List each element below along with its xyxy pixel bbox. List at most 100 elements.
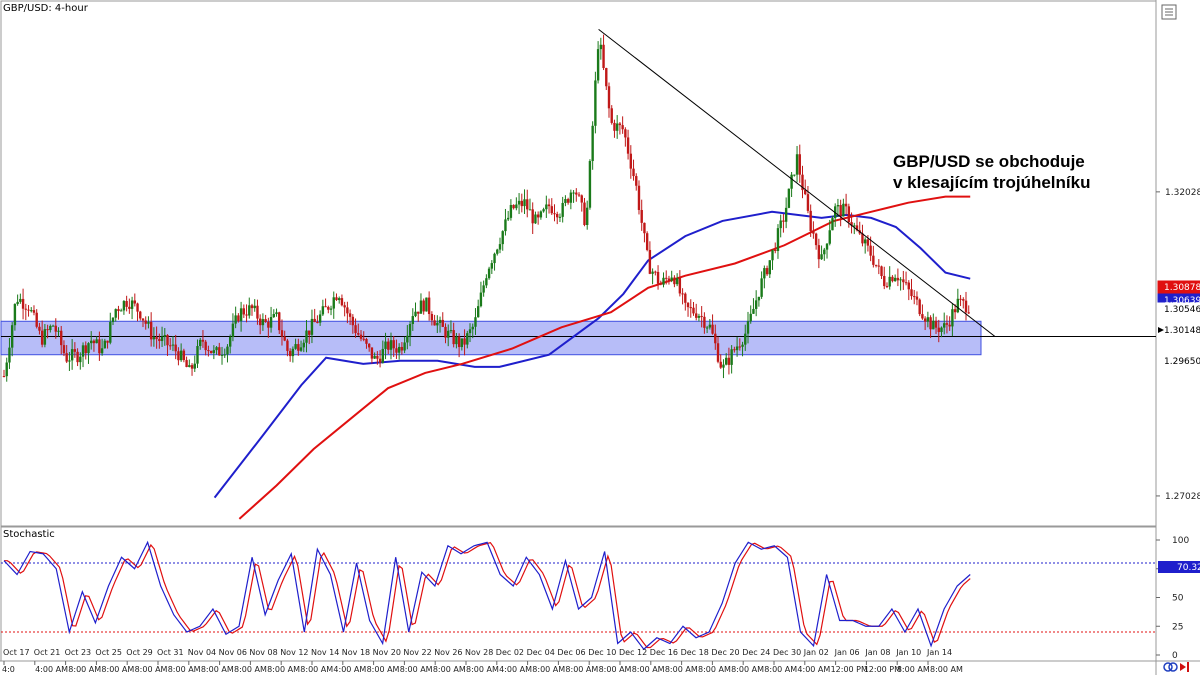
- price-tag-label: 1.30546: [1164, 305, 1200, 315]
- candle-body: [542, 209, 545, 212]
- candle-body: [190, 365, 194, 369]
- candle-body: [754, 300, 758, 309]
- candle-body: [662, 277, 665, 285]
- candle-body: [218, 347, 221, 356]
- candle-body: [847, 206, 851, 223]
- candle-body: [95, 339, 98, 344]
- candle-body: [809, 210, 812, 232]
- candle-body: [130, 300, 134, 309]
- candle-body: [76, 351, 79, 363]
- stoch-value-tag: [1158, 561, 1200, 573]
- candle-body: [943, 323, 946, 328]
- candle-body: [73, 349, 77, 352]
- date-label: Oct 21: [34, 648, 61, 657]
- time-label: 4:00 AM: [35, 665, 68, 674]
- candle-body: [106, 340, 109, 343]
- candle-body: [231, 323, 235, 338]
- candle-body: [174, 344, 177, 352]
- candle-body: [466, 333, 469, 345]
- candle-body: [635, 176, 638, 186]
- candle-body: [883, 276, 886, 287]
- candle-body: [425, 297, 428, 312]
- candle-body: [885, 286, 889, 288]
- candle-body: [220, 354, 224, 356]
- candle-body: [558, 216, 562, 218]
- candle-body: [43, 329, 47, 345]
- candle-body: [103, 340, 107, 349]
- candle-body: [280, 330, 284, 337]
- candle-body: [506, 217, 510, 220]
- candle-body: [452, 330, 455, 345]
- candle-body: [953, 309, 957, 313]
- date-label: Dec 10: [588, 648, 616, 657]
- candle-body: [245, 314, 248, 316]
- time-label: 8:00 AM: [764, 665, 797, 674]
- candle-body: [605, 68, 608, 87]
- stochastic-k-line: [3, 540, 971, 651]
- candle-body: [253, 305, 256, 309]
- candle-body: [774, 249, 777, 251]
- candle-body: [779, 220, 782, 229]
- candle-body: [79, 356, 82, 363]
- time-label: 8:00 AM: [101, 665, 134, 674]
- candle-body: [714, 333, 717, 344]
- date-label: Dec 16: [650, 648, 678, 657]
- date-label: Dec 24: [742, 648, 770, 657]
- moving-average-blue: [213, 210, 971, 499]
- date-label: Oct 29: [126, 648, 153, 657]
- candle-body: [275, 312, 278, 315]
- candle-body: [329, 308, 333, 310]
- candle-body: [899, 279, 902, 281]
- date-label: Oct 17: [3, 648, 30, 657]
- candle-body: [136, 303, 139, 312]
- candle-body: [5, 362, 8, 377]
- candle-body: [561, 202, 564, 217]
- candle-body: [185, 360, 188, 368]
- candle-body: [133, 300, 137, 304]
- candle-body: [556, 213, 559, 218]
- candle-body: [476, 306, 480, 318]
- candle-body: [817, 245, 821, 260]
- candle-body: [403, 342, 406, 351]
- candle-body: [357, 333, 360, 335]
- candle-body: [370, 347, 374, 359]
- scroll-to-end-icon[interactable]: [1180, 662, 1189, 672]
- candle-body: [332, 297, 335, 309]
- candle-body: [945, 323, 949, 325]
- candle-body: [92, 340, 96, 344]
- time-label: 8:00 AM: [300, 665, 333, 674]
- candle-body: [182, 350, 186, 361]
- candle-body: [234, 315, 237, 324]
- candle-body: [877, 265, 881, 267]
- candle-body: [215, 347, 218, 351]
- time-label: 8:00 AM: [599, 665, 632, 674]
- candle-body: [242, 308, 246, 315]
- link-icon[interactable]: [1163, 662, 1178, 672]
- candle-body: [381, 348, 385, 363]
- candle-body: [588, 161, 592, 208]
- candle-body: [629, 153, 633, 169]
- candle-body: [316, 322, 319, 324]
- candle-body: [160, 336, 164, 342]
- candle-body: [651, 271, 654, 274]
- candle-body: [921, 314, 924, 319]
- candle-body: [278, 312, 281, 331]
- date-label: Nov 14: [311, 648, 339, 657]
- candle-body: [60, 330, 63, 346]
- candle-body: [831, 218, 834, 231]
- candle-body: [27, 309, 30, 311]
- candle-body: [689, 307, 692, 309]
- chart-title: GBP/USD: 4-hour: [3, 3, 89, 14]
- candle-body: [81, 345, 85, 357]
- candle-body: [166, 334, 169, 346]
- candle-body: [308, 330, 311, 335]
- candle-body: [940, 327, 943, 333]
- candle-body: [820, 254, 823, 260]
- candle-body: [365, 339, 368, 344]
- candle-body: [117, 309, 120, 312]
- candle-body: [408, 324, 412, 336]
- candle-body: [171, 344, 175, 346]
- candle-body: [771, 249, 774, 261]
- candle-body: [199, 339, 202, 347]
- candle-body: [823, 249, 826, 255]
